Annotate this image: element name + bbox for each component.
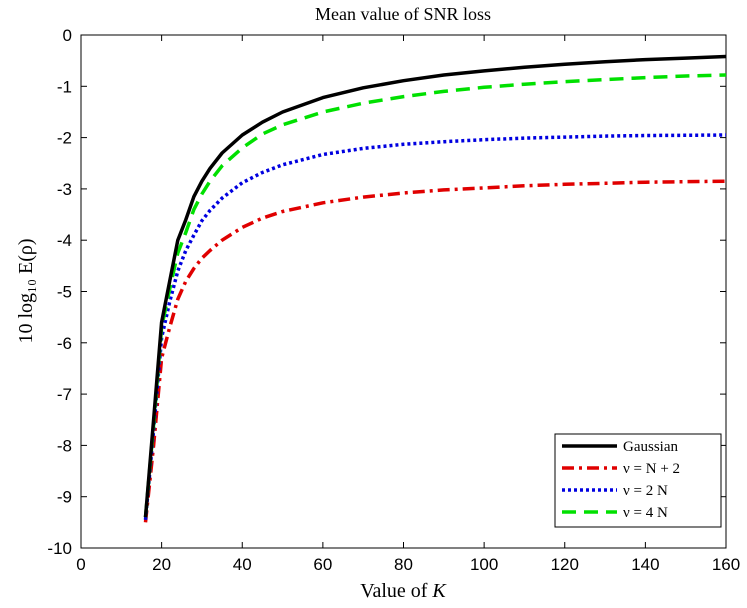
legend-items: Gaussian ν = N + 2 ν = 2 N ν = 4 N xyxy=(562,439,680,521)
y-tick-label: -5 xyxy=(57,283,72,302)
y-tick-label: 0 xyxy=(63,26,72,45)
x-tick-label: 40 xyxy=(233,555,252,574)
x-tick-label: 80 xyxy=(394,555,413,574)
legend-label: ν = 2 N xyxy=(623,483,668,499)
x-tick-label: 20 xyxy=(152,555,171,574)
y-tick-label: -7 xyxy=(57,385,72,404)
x-tick-label: 0 xyxy=(76,555,85,574)
y-axis-ticks: 0 -1 -2 -3 -4 -5 -6 -7 -8 -9 -10 xyxy=(47,26,726,558)
y-tick-label: -1 xyxy=(57,77,72,96)
x-axis-ticks: 0 20 40 60 80 100 120 140 160 xyxy=(76,35,740,574)
legend-label: ν = 4 N xyxy=(623,505,668,521)
series-line-1 xyxy=(143,179,727,523)
y-tick-label: -4 xyxy=(57,231,72,250)
x-axis-label: Value of K xyxy=(360,580,447,602)
x-tick-label: 160 xyxy=(712,555,740,574)
y-tick-label: -2 xyxy=(57,129,72,148)
legend-label: ν = N + 2 xyxy=(623,461,680,477)
x-tick-label: 60 xyxy=(313,555,332,574)
series-line-2 xyxy=(143,133,727,520)
x-tick-label: 140 xyxy=(631,555,659,574)
series-line-0 xyxy=(143,54,727,518)
series-lines xyxy=(143,54,727,523)
y-tick-label: -8 xyxy=(57,436,72,455)
y-axis-label: 10 log₁₀ E(ρ) xyxy=(15,238,37,343)
legend-label: Gaussian xyxy=(623,439,678,455)
y-tick-label: -9 xyxy=(57,488,72,507)
series-line-3 xyxy=(143,73,727,518)
chart-title: Mean value of SNR loss xyxy=(315,4,491,24)
legend: Gaussian ν = N + 2 ν = 2 N ν = 4 N xyxy=(554,433,722,528)
y-tick-label: -3 xyxy=(57,180,72,199)
legend-box xyxy=(554,433,722,528)
y-tick-label: -10 xyxy=(47,539,72,558)
x-tick-label: 100 xyxy=(470,555,498,574)
y-tick-label: -6 xyxy=(57,334,72,353)
x-tick-label: 120 xyxy=(551,555,579,574)
